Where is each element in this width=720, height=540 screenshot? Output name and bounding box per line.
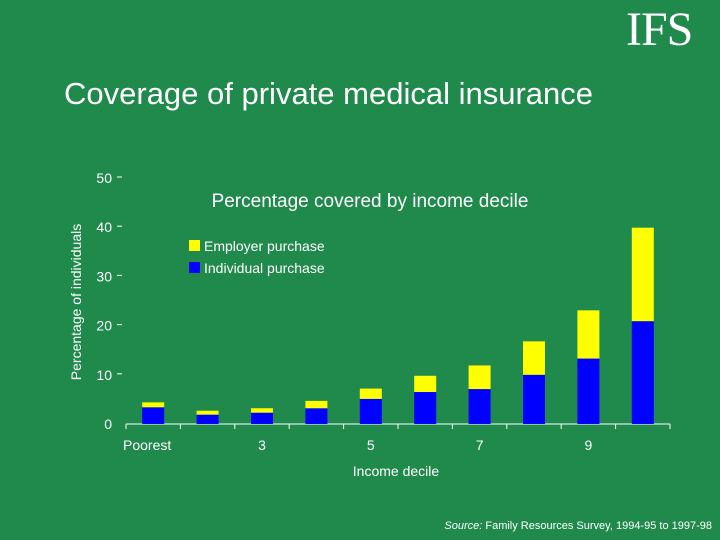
- bar-individual-7: [468, 389, 491, 424]
- bar-employer-1: [142, 402, 165, 408]
- x-tick-label: 7: [476, 437, 484, 453]
- bar-employer-4: [305, 400, 328, 409]
- bar-employer-10: [631, 227, 654, 322]
- bar-individual-5: [359, 398, 382, 424]
- bar-employer-5: [359, 388, 382, 399]
- x-axis-label: Income decile: [353, 463, 440, 479]
- x-tick-label: 3: [258, 437, 266, 453]
- y-tick-label: 30: [96, 268, 112, 284]
- bar-individual-6: [414, 392, 437, 424]
- legend-swatch: [189, 262, 200, 273]
- bar-individual-9: [577, 358, 600, 424]
- y-tick-label: 50: [96, 170, 112, 186]
- bar-employer-9: [577, 310, 600, 359]
- legend-label: Employer purchase: [204, 238, 325, 254]
- legend-swatch: [189, 240, 200, 251]
- bar-individual-1: [142, 407, 165, 424]
- y-tick-label: 40: [96, 219, 112, 235]
- x-tick-label: 9: [585, 437, 593, 453]
- legend-label: Individual purchase: [204, 260, 325, 276]
- ifs-logo: IFS: [626, 3, 693, 56]
- bar-individual-2: [196, 414, 219, 424]
- source-label: Source:: [444, 520, 483, 532]
- bar-individual-8: [523, 374, 545, 424]
- slide-title: Coverage of private medical insurance: [64, 76, 593, 111]
- source-text: Family Resources Survey, 1994-95 to 1997…: [482, 520, 712, 532]
- bar-individual-4: [305, 408, 328, 424]
- x-tick-label: Poorest: [123, 437, 171, 453]
- legend: Employer purchase Individual purchase: [189, 238, 325, 276]
- bar-individual-10: [631, 321, 654, 424]
- bar-employer-2: [196, 410, 219, 415]
- bar-employer-3: [251, 408, 273, 413]
- y-tick-label: 20: [96, 318, 112, 334]
- chart-title: Percentage covered by income decile: [212, 191, 529, 212]
- bar-individual-3: [251, 412, 273, 424]
- bar-employer-6: [414, 375, 437, 393]
- bar-employer-7: [468, 365, 491, 390]
- y-axis-label: Percentage of individuals: [68, 224, 84, 380]
- y-tick-label: 10: [96, 367, 112, 383]
- y-tick-label: 0: [104, 416, 112, 432]
- x-tick-label: 5: [367, 437, 375, 453]
- source-note: Source: Family Resources Survey, 1994-95…: [444, 520, 712, 532]
- bars: [142, 227, 654, 424]
- bar-employer-8: [523, 341, 545, 375]
